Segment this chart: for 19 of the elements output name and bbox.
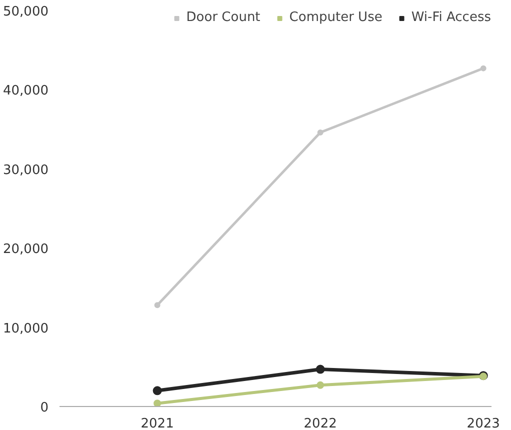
point bbox=[317, 129, 324, 136]
x-tick-label: 2023 bbox=[466, 416, 500, 430]
y-tick-label: 50,000 bbox=[3, 4, 49, 20]
point bbox=[154, 400, 162, 406]
legend-label: Wi-Fi Access bbox=[411, 10, 491, 25]
point bbox=[480, 65, 486, 72]
point bbox=[316, 381, 324, 389]
point bbox=[152, 386, 162, 396]
y-tick-label: 20,000 bbox=[3, 242, 49, 258]
y-tick-label: 10,000 bbox=[3, 321, 49, 336]
y-tick-label: 40,000 bbox=[3, 84, 49, 99]
x-tick-label: 2022 bbox=[304, 416, 337, 430]
y-tick-label: 30,000 bbox=[3, 162, 49, 178]
y-tick-label: 0 bbox=[40, 400, 49, 416]
legend-label: Door Count bbox=[186, 10, 260, 25]
x-tick-label: 2021 bbox=[140, 416, 174, 430]
point bbox=[316, 364, 325, 374]
point bbox=[154, 302, 160, 308]
legend-label: Computer Use bbox=[289, 10, 382, 25]
